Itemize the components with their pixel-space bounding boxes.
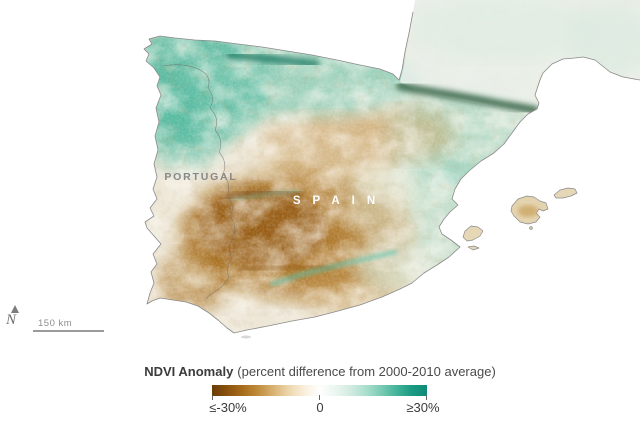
portugal-label: PORTUGAL [164, 171, 237, 183]
legend-tick-max [426, 395, 427, 400]
legend-tick-min [212, 395, 213, 400]
island-menorca [553, 187, 578, 199]
mountain-river-bands [222, 51, 539, 286]
france-region [400, 0, 640, 114]
legend-title-rest: (percent difference from 2000-2010 avera… [237, 364, 496, 379]
portugal-spain-border [161, 64, 236, 300]
legend-gradient-bar [212, 385, 427, 396]
island-cabrera [529, 226, 533, 230]
legend-title: NDVI Anomaly (percent difference from 200… [0, 364, 640, 379]
north-arrow-icon [11, 305, 19, 313]
scale-bar-line [33, 330, 104, 332]
continental-coastline [143, 11, 640, 334]
island-ibiza [462, 225, 484, 242]
legend-title-bold: NDVI Anomaly [144, 364, 234, 379]
north-label: N [6, 312, 17, 328]
small-coastal-smudge [241, 335, 251, 339]
legend-label-min: ≤-30% [209, 400, 247, 415]
legend-label-max: ≥30% [406, 400, 440, 415]
spain-label: SPAIN [293, 195, 387, 207]
mallorca-interior-tint [518, 205, 538, 217]
legend-label-zero: 0 [316, 400, 324, 415]
island-formentera [467, 245, 480, 251]
balearic-islands [462, 187, 578, 251]
legend-tick-zero [319, 395, 320, 400]
scale-bar-label: 150 km [38, 318, 73, 329]
